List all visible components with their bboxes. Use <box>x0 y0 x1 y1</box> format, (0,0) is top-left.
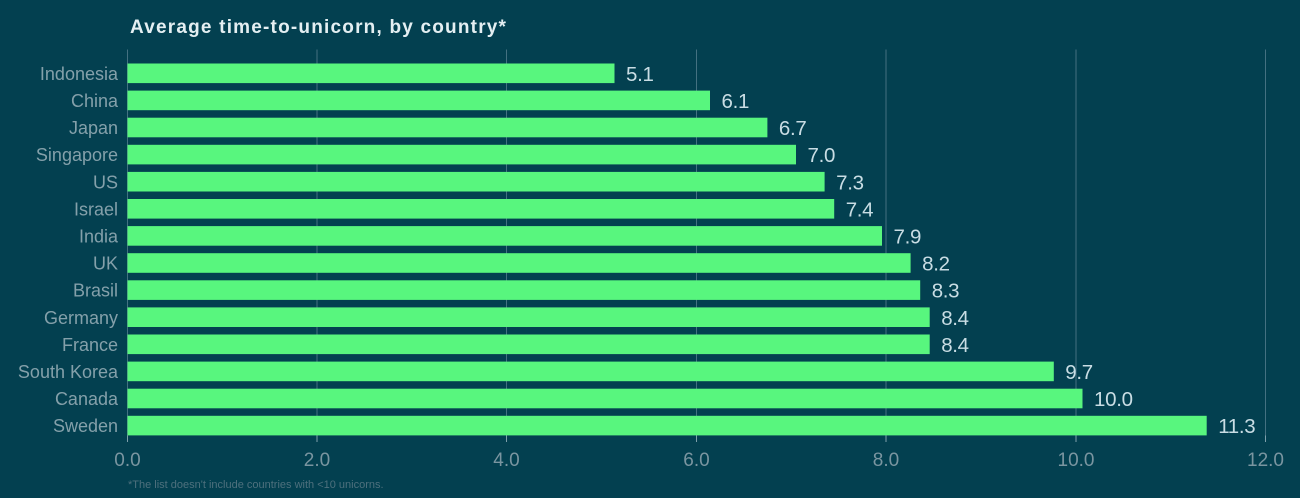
svg-text:Japan: Japan <box>69 118 118 138</box>
svg-text:10.0: 10.0 <box>1058 450 1095 471</box>
svg-text:South Korea: South Korea <box>18 362 119 382</box>
svg-text:8.2: 8.2 <box>922 253 950 276</box>
svg-text:7.0: 7.0 <box>808 144 836 167</box>
svg-text:6.0: 6.0 <box>683 450 709 471</box>
svg-text:8.4: 8.4 <box>941 334 969 357</box>
svg-text:12.0: 12.0 <box>1247 450 1284 471</box>
svg-text:7.3: 7.3 <box>836 171 864 194</box>
svg-text:Brasil: Brasil <box>73 281 118 301</box>
svg-text:Singapore: Singapore <box>36 145 118 165</box>
svg-text:India: India <box>79 227 119 247</box>
svg-text:0.0: 0.0 <box>114 450 140 471</box>
svg-text:7.9: 7.9 <box>894 226 922 249</box>
svg-text:9.7: 9.7 <box>1065 361 1093 384</box>
svg-text:China: China <box>71 91 119 111</box>
svg-text:Average time-to-unicorn, by co: Average time-to-unicorn, by country* <box>130 17 507 38</box>
svg-text:7.4: 7.4 <box>846 198 874 221</box>
svg-text:Germany: Germany <box>44 308 118 328</box>
svg-text:France: France <box>62 335 118 355</box>
svg-text:8.3: 8.3 <box>932 280 960 303</box>
svg-text:5.1: 5.1 <box>626 63 654 86</box>
svg-text:US: US <box>93 172 118 192</box>
svg-text:4.0: 4.0 <box>493 450 519 471</box>
svg-text:8.0: 8.0 <box>873 450 899 471</box>
svg-text:6.7: 6.7 <box>779 117 807 140</box>
svg-text:Canada: Canada <box>55 389 119 409</box>
svg-text:2.0: 2.0 <box>304 450 330 471</box>
svg-text:*The list doesn't include coun: *The list doesn't include countries with… <box>128 479 384 491</box>
svg-text:Indonesia: Indonesia <box>40 64 119 84</box>
svg-text:Sweden: Sweden <box>53 416 118 436</box>
svg-text:6.1: 6.1 <box>722 90 750 113</box>
svg-text:11.3: 11.3 <box>1218 415 1255 438</box>
svg-text:10.0: 10.0 <box>1094 388 1133 411</box>
svg-text:UK: UK <box>93 254 118 274</box>
svg-text:Israel: Israel <box>74 199 118 219</box>
svg-text:8.4: 8.4 <box>941 307 969 330</box>
